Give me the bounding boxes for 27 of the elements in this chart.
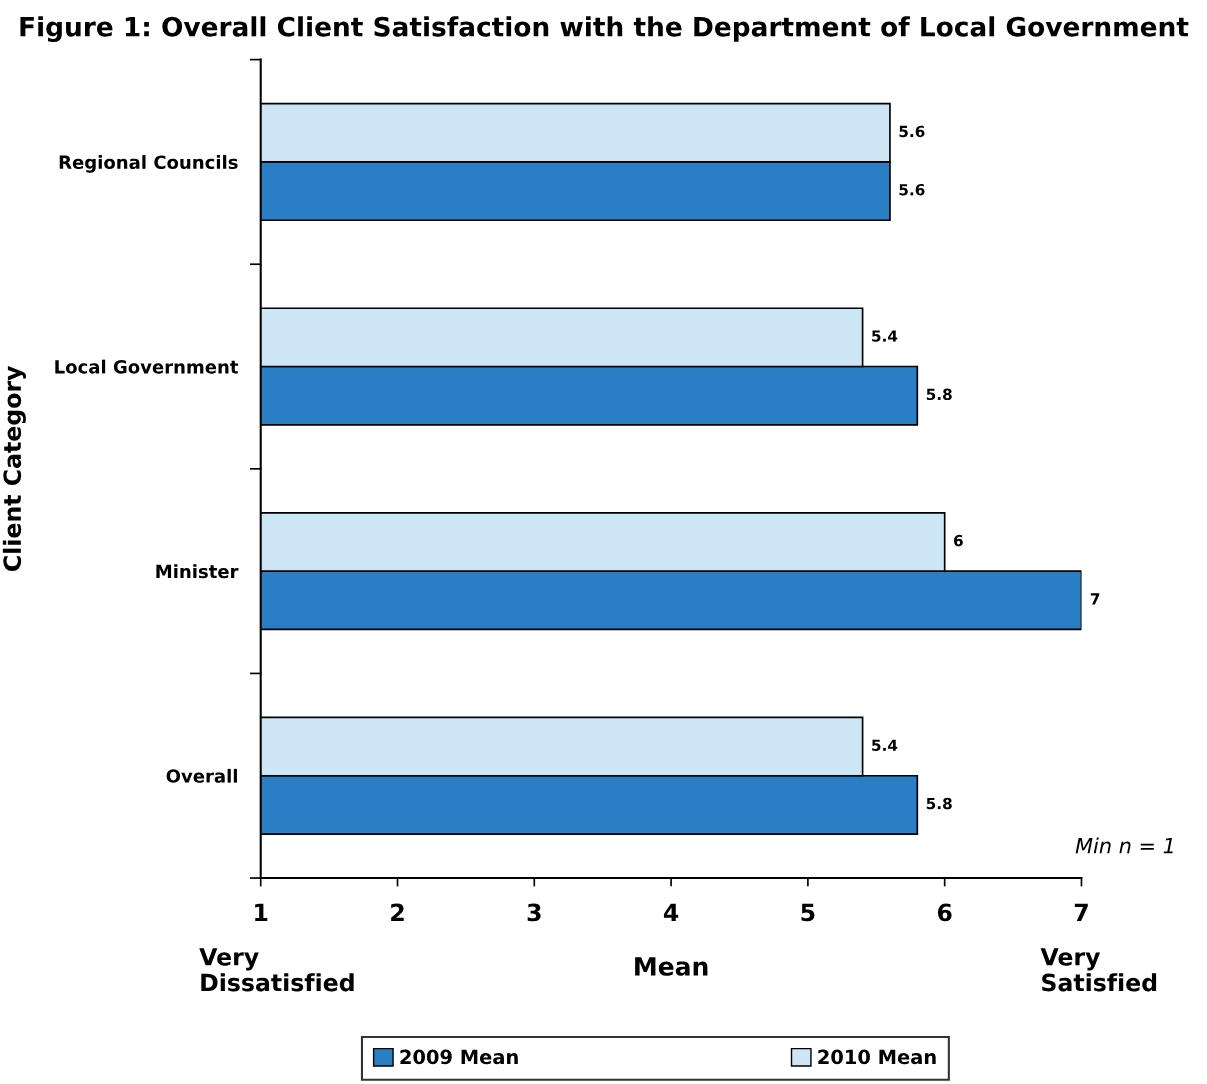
text: Very Satisfied: [1040, 948, 1157, 992]
text: Very Dissatisfied: [199, 948, 354, 992]
x-tick-label: 2: [391, 903, 404, 921]
data-label: 7: [1090, 593, 1100, 605]
x-tick-label: 5: [801, 903, 815, 922]
legend-label: 2009 Mean: [400, 1049, 518, 1065]
legend-label: 2010 Mean: [818, 1049, 936, 1065]
y-axis-title: Client Category: [2, 365, 26, 571]
data-label: 5.8: [926, 797, 952, 810]
data-label: 5.6: [899, 183, 925, 196]
x-tick-label: 1: [255, 903, 268, 921]
x-tick-label: 6: [937, 903, 952, 922]
data-label: 5.6: [899, 125, 925, 138]
y-tick-label: Regional Councils: [59, 155, 238, 173]
data-label: 6: [953, 534, 963, 547]
x-tick-label: 4: [663, 903, 679, 921]
y-tick-label: Overall: [166, 768, 237, 783]
data-label: 5.8: [926, 388, 952, 401]
y-tick-label: Local Government: [55, 359, 239, 374]
x-tick-label: 3: [527, 903, 541, 922]
annotation: Min n = 1: [1075, 837, 1173, 854]
data-label: 5.4: [872, 330, 898, 342]
x-tick-label: 7: [1074, 903, 1088, 921]
x-axis-title: Mean: [635, 957, 708, 976]
y-tick-label: Minister: [156, 564, 239, 579]
chart-title: Figure 1: Overall Client Satisfaction with the Department of Local Government: [20, 16, 1189, 43]
data-label: 5.4: [872, 739, 898, 752]
